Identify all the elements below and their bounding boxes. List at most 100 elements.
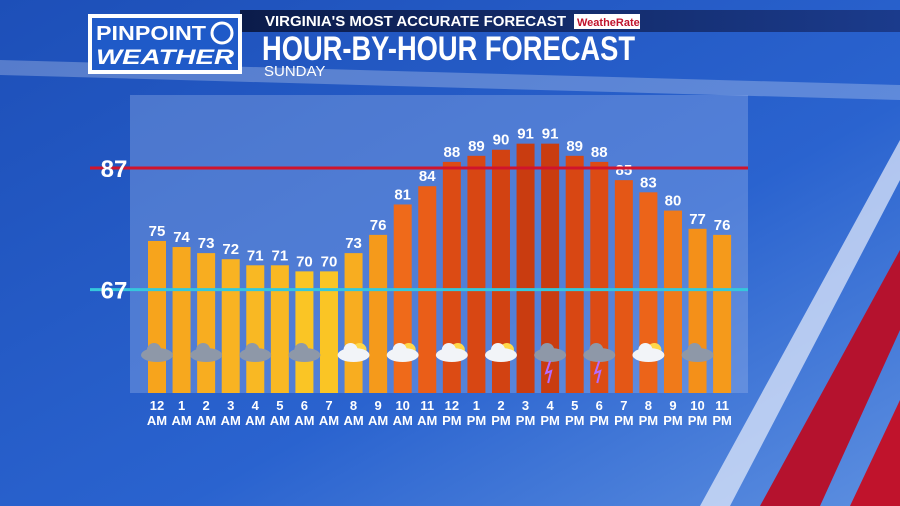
- x-tick-label: 5 PM: [564, 398, 585, 428]
- value-label: 72: [222, 241, 239, 258]
- x-tick-label: 7 AM: [318, 398, 340, 428]
- x-tick-label: 11 AM: [417, 398, 438, 428]
- x-tick-label: 5 AM: [269, 398, 290, 428]
- x-tick-label: 8 PM: [638, 398, 659, 428]
- badge: WeatheRate: [577, 17, 640, 29]
- bar: [663, 210, 682, 393]
- bar: [172, 247, 191, 393]
- stripe: [760, 250, 900, 506]
- value-label: 85: [615, 162, 632, 179]
- x-tick-label: 11 PM: [712, 398, 732, 428]
- bar: [491, 149, 510, 393]
- value-label: 73: [345, 235, 362, 252]
- value-label: 71: [272, 247, 289, 264]
- reference-label: 67: [101, 278, 128, 305]
- bar: [221, 259, 240, 393]
- cloud-icon: [147, 343, 161, 357]
- value-label: 76: [370, 217, 387, 234]
- tagline: VIRGINIA'S MOST ACCURATE FORECAST: [265, 13, 566, 30]
- bar: [590, 161, 609, 393]
- lightning-icon: [544, 360, 553, 384]
- lightning-icon: [593, 360, 602, 384]
- x-tick-label: 9 AM: [368, 398, 389, 428]
- value-label: 77: [689, 211, 706, 228]
- x-tick-label: 8 AM: [343, 398, 364, 428]
- value-label: 73: [198, 235, 215, 252]
- bar: [197, 253, 216, 393]
- bar: [148, 240, 166, 393]
- value-label: 76: [714, 217, 731, 234]
- x-tick-label: 2 PM: [491, 398, 511, 428]
- value-label: 81: [394, 186, 411, 203]
- cloud-icon: [490, 343, 505, 357]
- top-bar: [240, 10, 900, 32]
- value-label: 84: [419, 168, 436, 185]
- x-tick-label: 9 PM: [663, 398, 683, 428]
- cloud-icon: [687, 343, 702, 357]
- cloud-icon: [392, 343, 407, 357]
- bar: [295, 271, 314, 393]
- bar: [246, 265, 265, 393]
- value-label: 70: [321, 253, 338, 270]
- value-label: 70: [296, 253, 313, 270]
- bar: [565, 155, 584, 393]
- cloud-icon: [540, 343, 555, 357]
- bar: [467, 155, 486, 393]
- value-label: 83: [640, 174, 657, 191]
- bar: [369, 234, 388, 393]
- bar: [688, 228, 707, 393]
- x-tick-label: 2 AM: [196, 398, 217, 428]
- bar: [442, 161, 461, 393]
- chart-title: HOUR-BY-HOUR FORECAST: [262, 30, 635, 68]
- reference-label: 87: [101, 156, 128, 183]
- x-tick-label: 1 AM: [171, 398, 192, 428]
- value-label: 90: [493, 132, 510, 149]
- x-tick-label: 12 PM: [442, 398, 462, 428]
- value-label: 89: [566, 138, 583, 155]
- logo-bottom: WEATHER: [96, 46, 235, 69]
- bar: [516, 143, 535, 393]
- x-tick-label: 7 PM: [614, 398, 634, 428]
- x-tick-label: 1 PM: [466, 398, 487, 428]
- cloud-icon: [343, 343, 358, 357]
- value-label: 88: [591, 144, 608, 161]
- x-tick-label: 12 AM: [146, 398, 168, 428]
- logo-top: PINPOINT: [96, 23, 206, 45]
- value-label: 89: [468, 138, 485, 155]
- cloud-icon: [294, 343, 309, 357]
- chart-subtitle: SUNDAY: [264, 63, 325, 80]
- bar: [393, 204, 412, 393]
- bar: [319, 271, 338, 393]
- x-tick-label: 4 AM: [245, 398, 266, 428]
- cloud-icon: [441, 343, 456, 357]
- value-label: 80: [665, 193, 682, 210]
- x-tick-label: 10 AM: [392, 398, 413, 428]
- bar: [344, 253, 363, 393]
- logo-icon: [210, 21, 234, 45]
- value-label: 91: [542, 126, 559, 143]
- value-label: 71: [247, 247, 264, 264]
- x-tick-label: 6 PM: [589, 398, 610, 428]
- x-tick-label: 6 AM: [294, 398, 315, 428]
- value-label: 88: [443, 144, 460, 161]
- bar: [639, 192, 658, 393]
- cloud-icon: [589, 343, 604, 357]
- bar: [614, 180, 633, 393]
- cloud-icon: [638, 343, 653, 357]
- stripe: [850, 400, 900, 506]
- value-label: 74: [173, 229, 190, 246]
- value-label: 75: [149, 223, 166, 240]
- badge-box: [574, 14, 640, 29]
- x-tick-label: 4 PM: [540, 398, 560, 428]
- bar: [270, 265, 289, 393]
- x-tick-label: 10 PM: [687, 398, 708, 428]
- x-tick-label: 3 PM: [515, 398, 536, 428]
- value-label: 91: [517, 126, 534, 143]
- bar: [713, 234, 732, 393]
- cloud-icon: [196, 343, 211, 357]
- cloud-icon: [245, 343, 260, 357]
- bar: [541, 143, 560, 393]
- x-tick-label: 3 AM: [220, 398, 241, 428]
